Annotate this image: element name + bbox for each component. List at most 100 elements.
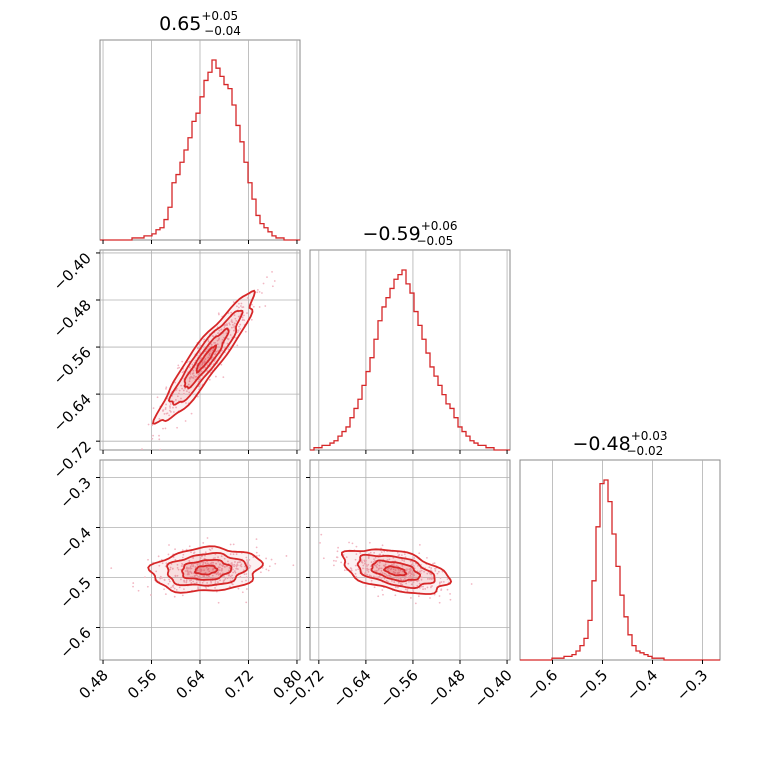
sample-point (261, 292, 263, 294)
sample-point (239, 323, 242, 326)
sample-point (233, 565, 236, 568)
sample-point (162, 427, 164, 430)
sample-point (383, 577, 386, 580)
sample-point (202, 542, 205, 544)
sample-point (249, 565, 252, 567)
sample-point (232, 543, 235, 546)
sample-point (265, 557, 268, 560)
sample-point (366, 569, 369, 571)
sample-point (393, 581, 396, 583)
sample-point (176, 367, 179, 370)
sample-point (392, 568, 395, 571)
y-tick-label: −0.4 (56, 524, 94, 562)
sample-point (168, 580, 171, 583)
sample-point (383, 572, 386, 575)
sample-point (401, 570, 404, 573)
sample-point (165, 387, 167, 390)
sample-point (192, 372, 195, 375)
sample-point (380, 570, 383, 572)
sample-point (239, 305, 242, 307)
sample-point (205, 350, 207, 353)
sample-point (449, 598, 452, 601)
sample-point (182, 553, 185, 556)
sample-point (388, 558, 391, 561)
sample-point (407, 576, 410, 579)
sample-point (409, 567, 412, 570)
sample-point (420, 576, 423, 579)
sample-point (357, 568, 360, 571)
sample-point (188, 366, 191, 369)
sample-point (188, 545, 191, 548)
sample-point (380, 576, 383, 579)
sample-point (411, 571, 414, 573)
sample-point (187, 573, 190, 576)
sample-point (373, 551, 376, 554)
sample-point (347, 562, 350, 565)
sample-point (181, 360, 184, 363)
sample-point (243, 319, 246, 322)
sample-point (442, 580, 445, 583)
sample-point (209, 371, 212, 374)
sample-point (351, 542, 354, 545)
sample-point (377, 567, 380, 570)
sample-point (151, 437, 154, 440)
sample-point (156, 396, 159, 399)
sample-point (394, 594, 397, 597)
sample-point (216, 339, 219, 342)
sample-point (185, 390, 188, 393)
sample-point (247, 563, 250, 566)
sample-point (201, 363, 204, 366)
sample-point (209, 562, 212, 565)
sample-point (226, 324, 229, 326)
sample-point (224, 566, 226, 568)
sample-point (239, 327, 242, 330)
sample-point (370, 579, 373, 582)
sample-point (256, 291, 259, 294)
sample-point (345, 556, 348, 558)
sample-point (440, 581, 443, 583)
sample-point (232, 553, 235, 556)
sample-point (241, 316, 244, 319)
sample-point (243, 565, 246, 568)
title-param2: −0.59+0.06 −0.05 (362, 219, 457, 248)
sample-point (209, 549, 212, 552)
sample-point (418, 582, 421, 585)
sample-point (203, 338, 206, 341)
sample-point (203, 575, 206, 578)
sample-point (192, 557, 195, 559)
sample-point (158, 564, 161, 567)
sample-point (419, 570, 421, 573)
sample-point (199, 570, 202, 573)
sample-point (262, 282, 265, 285)
sample-point (181, 549, 184, 552)
x-tick-label: −0.4 (623, 666, 661, 704)
sample-point (384, 563, 387, 566)
sample-point (188, 559, 191, 562)
sample-point (232, 301, 235, 303)
sample-point (429, 597, 431, 599)
sample-point (192, 580, 195, 583)
sample-point (186, 570, 189, 573)
sample-point (221, 568, 223, 571)
sample-point (187, 383, 190, 386)
sample-point (380, 567, 383, 570)
sample-point (340, 561, 343, 564)
sample-point (204, 361, 206, 363)
sample-point (230, 311, 233, 314)
sample-point (191, 376, 194, 379)
panel-p2-vs-p3 (309, 459, 511, 661)
sample-point (228, 574, 231, 577)
sample-point (212, 557, 215, 560)
sample-point (176, 566, 179, 569)
contour-level-3 (370, 559, 421, 583)
sample-point (381, 572, 384, 574)
sample-point (231, 577, 234, 580)
sample-point (166, 412, 169, 415)
sample-point (217, 338, 220, 341)
sample-point (250, 303, 253, 306)
sample-point (217, 566, 220, 569)
sample-point (181, 594, 184, 597)
sample-point (428, 578, 431, 580)
sample-point (266, 276, 268, 279)
sample-point (208, 352, 211, 355)
